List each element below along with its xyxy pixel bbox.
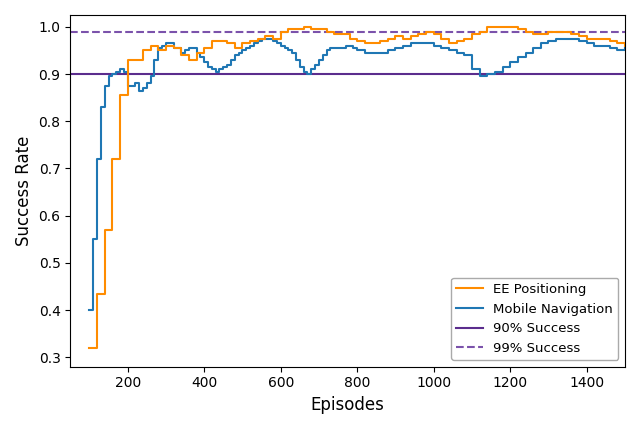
Mobile Navigation [522,50,529,55]
EE Positioning [353,38,361,43]
Line: EE Positioning: EE Positioning [90,27,625,348]
99% Success [47,29,55,34]
Mobile Navigation [323,48,330,53]
90% Success [48,72,56,77]
EE Positioning [86,345,93,350]
EE Positioning [598,36,606,41]
EE Positioning [239,41,246,46]
Y-axis label: Success Rate: Success Rate [15,136,33,246]
Mobile Navigation [326,45,334,51]
X-axis label: Episodes: Episodes [310,396,385,414]
Mobile Navigation [349,45,357,51]
Mobile Navigation [376,50,384,55]
Mobile Navigation [258,36,266,41]
90% Success [47,72,55,77]
EE Positioning [499,24,506,29]
99% Success [48,29,56,34]
EE Positioning [621,43,629,48]
Mobile Navigation [621,45,629,51]
Mobile Navigation [86,308,93,313]
Line: Mobile Navigation: Mobile Navigation [90,39,625,310]
Legend: EE Positioning, Mobile Navigation, 90% Success, 99% Success: EE Positioning, Mobile Navigation, 90% S… [451,278,618,360]
EE Positioning [101,227,109,233]
Mobile Navigation [97,105,105,110]
EE Positioning [300,24,307,29]
EE Positioning [415,31,422,36]
